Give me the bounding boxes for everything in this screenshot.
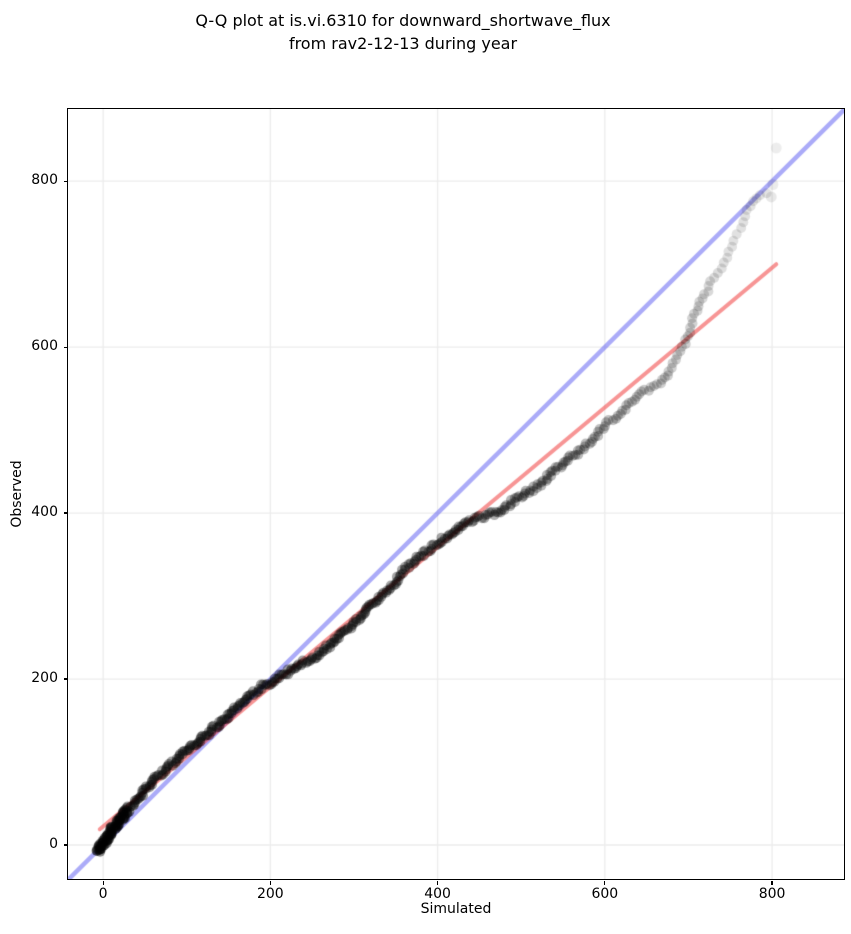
chart-title: Q-Q plot at is.vi.6310 for downward_shor… [0, 9, 806, 55]
x-tick-mark [604, 880, 606, 885]
y-axis-label: Observed [9, 460, 25, 528]
y-tick-mark [63, 346, 68, 348]
y-tick-mark [63, 180, 68, 182]
y-tick-mark [63, 678, 68, 680]
x-tick-label: 600 [591, 886, 619, 902]
y-tick-mark [63, 512, 68, 514]
x-tick-mark [102, 880, 104, 885]
y-tick-label: 400 [31, 504, 58, 521]
y-tick-label: 800 [31, 172, 58, 189]
y-tick-label: 600 [31, 338, 58, 355]
x-axis-label: Simulated [420, 901, 492, 917]
y-tick-mark [63, 844, 68, 846]
y-tick-label: 200 [31, 670, 58, 687]
y-tick-label: 0 [49, 835, 58, 852]
chart-title-line1: Q-Q plot at is.vi.6310 for downward_shor… [195, 11, 611, 30]
x-tick-mark [437, 880, 439, 885]
x-tick-label: 400 [424, 886, 451, 902]
x-tick-label: 800 [758, 886, 786, 902]
chart-title-line2: from rav2-12-13 during year [288, 34, 518, 53]
plot-area [67, 108, 845, 880]
x-tick-label: 0 [98, 886, 108, 902]
x-tick-label: 200 [256, 886, 284, 902]
qq-scatter-canvas [68, 109, 844, 879]
x-tick-mark [771, 880, 773, 885]
x-tick-mark [269, 880, 271, 885]
